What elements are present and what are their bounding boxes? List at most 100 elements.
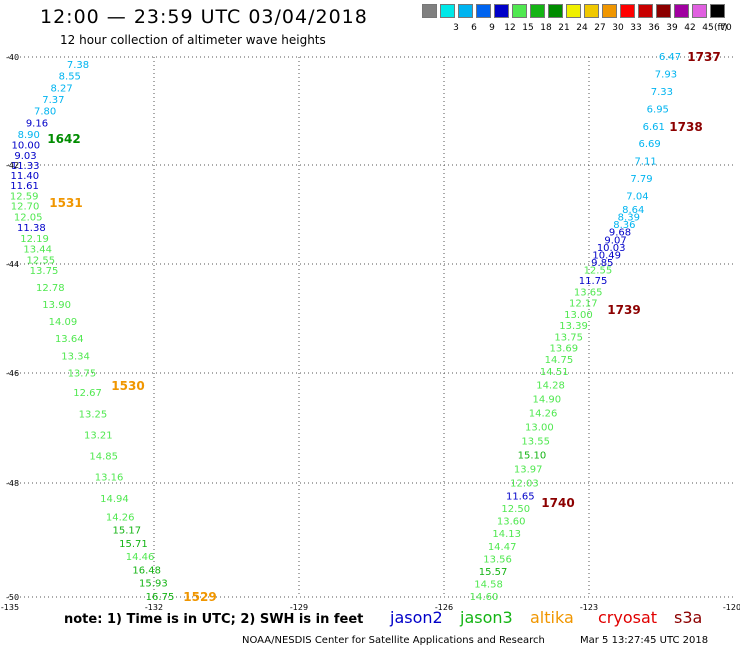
wave-height-value: 14.28 [536,381,565,392]
legend-swatch [692,4,707,18]
satellite-legend-item: jason3 [460,608,513,627]
legend-swatch [584,4,599,18]
wave-height-value: 13.00 [564,310,593,321]
time-marker: 1737 [687,50,720,64]
legend-swatch [530,4,545,18]
wave-height-value: 10.03 [597,243,626,254]
legend-tick-label: 3 [453,23,459,33]
legend-tick-label: 6 [471,23,477,33]
page-subtitle: 12 hour collection of altimeter wave hei… [60,33,326,47]
wave-height-value: 12.67 [73,388,102,399]
wave-height-value: 13.75 [68,368,97,379]
latitude-label: -48 [6,479,19,488]
legend-tick-label: 18 [540,23,552,33]
wave-height-value: 13.56 [483,554,512,565]
legend-swatch [638,4,653,18]
wave-height-value: 16.75 [146,592,175,603]
wave-height-value: 14.94 [100,494,129,505]
wave-height-value: 11.61 [10,181,39,192]
legend-swatch [656,4,671,18]
longitude-label: -120 [723,603,740,612]
latitude-label: -40 [6,53,19,62]
satellite-legend-item: cryosat [598,608,658,627]
latitude-label: -42 [6,161,19,170]
wave-height-value: 14.26 [529,409,558,420]
wave-height-value: 14.09 [49,317,78,328]
legend-tick-label: 45 [702,23,714,33]
wave-height-value: 12.03 [510,478,539,489]
wave-height-value: 13.60 [497,517,526,528]
legend-swatch [710,4,725,18]
wave-height-value: 9.03 [14,151,36,162]
wave-height-value: 14.58 [474,579,503,590]
wave-height-value: 13.90 [42,300,71,311]
wave-height-value: 6.95 [647,104,669,115]
legend-tick-label: 70 [720,23,732,33]
satellite-legend-item: altika [530,608,574,627]
wave-height-value: 8.90 [18,130,40,141]
latitude-label: -46 [6,369,19,378]
legend-swatch [476,4,491,18]
wave-height-value: 6.47 [659,52,681,63]
satellite-legend-item: s3a [674,608,703,627]
wave-height-value: 9.68 [609,228,631,239]
wave-height-value: 12.59 [10,191,39,202]
satellite-legend-item: jason2 [390,608,443,627]
wave-height-value: 15.57 [479,567,508,578]
wave-height-value: 11.38 [17,223,46,234]
wave-height-value: 13.39 [559,321,588,332]
time-marker: 1530 [111,379,144,393]
legend-swatch [566,4,581,18]
wave-height-value: 7.79 [630,174,652,185]
generation-timestamp: Mar 5 13:27:45 UTC 2018 [580,635,709,646]
time-marker: 1738 [669,120,702,134]
longitude-label: -123 [580,603,598,612]
legend-swatch [548,4,563,18]
legend-tick-label: 30 [612,23,624,33]
wave-height-value: 7.04 [626,192,648,203]
wave-height-value: 14.60 [470,592,499,603]
wave-height-value: 13.65 [574,287,603,298]
legend-swatch [458,4,473,18]
wave-height-value: 15.17 [113,526,142,537]
wave-height-value: 13.97 [514,464,543,475]
credit-line: NOAA/NESDIS Center for Satellite Applica… [242,635,545,646]
legend-tick-label: 36 [648,23,660,33]
wave-height-value: 14.26 [106,512,135,523]
legend-swatch [602,4,617,18]
wave-height-value: 8.27 [50,83,72,94]
wave-height-value: 12.55 [584,265,613,276]
wave-height-value: 7.37 [42,95,64,106]
wave-height-value: 11.75 [579,276,608,287]
wave-height-value: 13.75 [554,332,583,343]
wave-height-value: 13.69 [549,344,578,355]
legend-swatch [494,4,509,18]
wave-height-value: 14.51 [540,367,569,378]
wave-height-value: 13.00 [525,423,554,434]
longitude-label: -135 [1,603,19,612]
wave-height-value: 14.47 [488,542,517,553]
time-marker: 1739 [607,303,640,317]
wave-height-value: 14.75 [545,355,574,366]
wave-height-value: 13.25 [79,409,108,420]
time-marker: 1531 [49,196,82,210]
legend-swatch [512,4,527,18]
wave-height-value: 12.78 [36,283,65,294]
wave-height-value: 7.38 [67,60,89,71]
legend-swatch [440,4,455,18]
legend-tick-label: 24 [576,23,588,33]
legend-tick-label: 12 [504,23,516,33]
legend-tick-label: 21 [558,23,570,33]
wave-height-value: 9.07 [604,235,626,246]
wave-height-value: 15.10 [518,451,547,462]
longitude-label: -132 [145,603,163,612]
latitude-label: -50 [6,593,19,602]
latitude-label: -44 [6,260,19,269]
wave-height-value: 9.85 [591,258,613,269]
legend-swatch [422,4,437,18]
wave-height-value: 11.40 [11,171,40,182]
wave-height-value: 13.34 [61,351,90,362]
wave-height-value: 7.11 [634,157,656,168]
legend-tick-label: 9 [489,23,495,33]
